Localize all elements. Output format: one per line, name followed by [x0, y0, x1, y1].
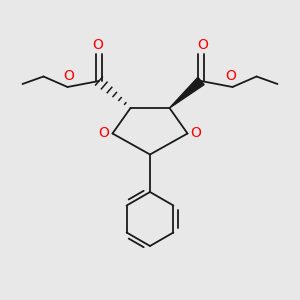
- Text: O: O: [99, 126, 110, 140]
- Polygon shape: [169, 77, 204, 108]
- Text: O: O: [92, 38, 103, 52]
- Text: O: O: [226, 69, 236, 83]
- Text: O: O: [64, 69, 74, 83]
- Text: O: O: [190, 126, 201, 140]
- Text: O: O: [197, 38, 208, 52]
